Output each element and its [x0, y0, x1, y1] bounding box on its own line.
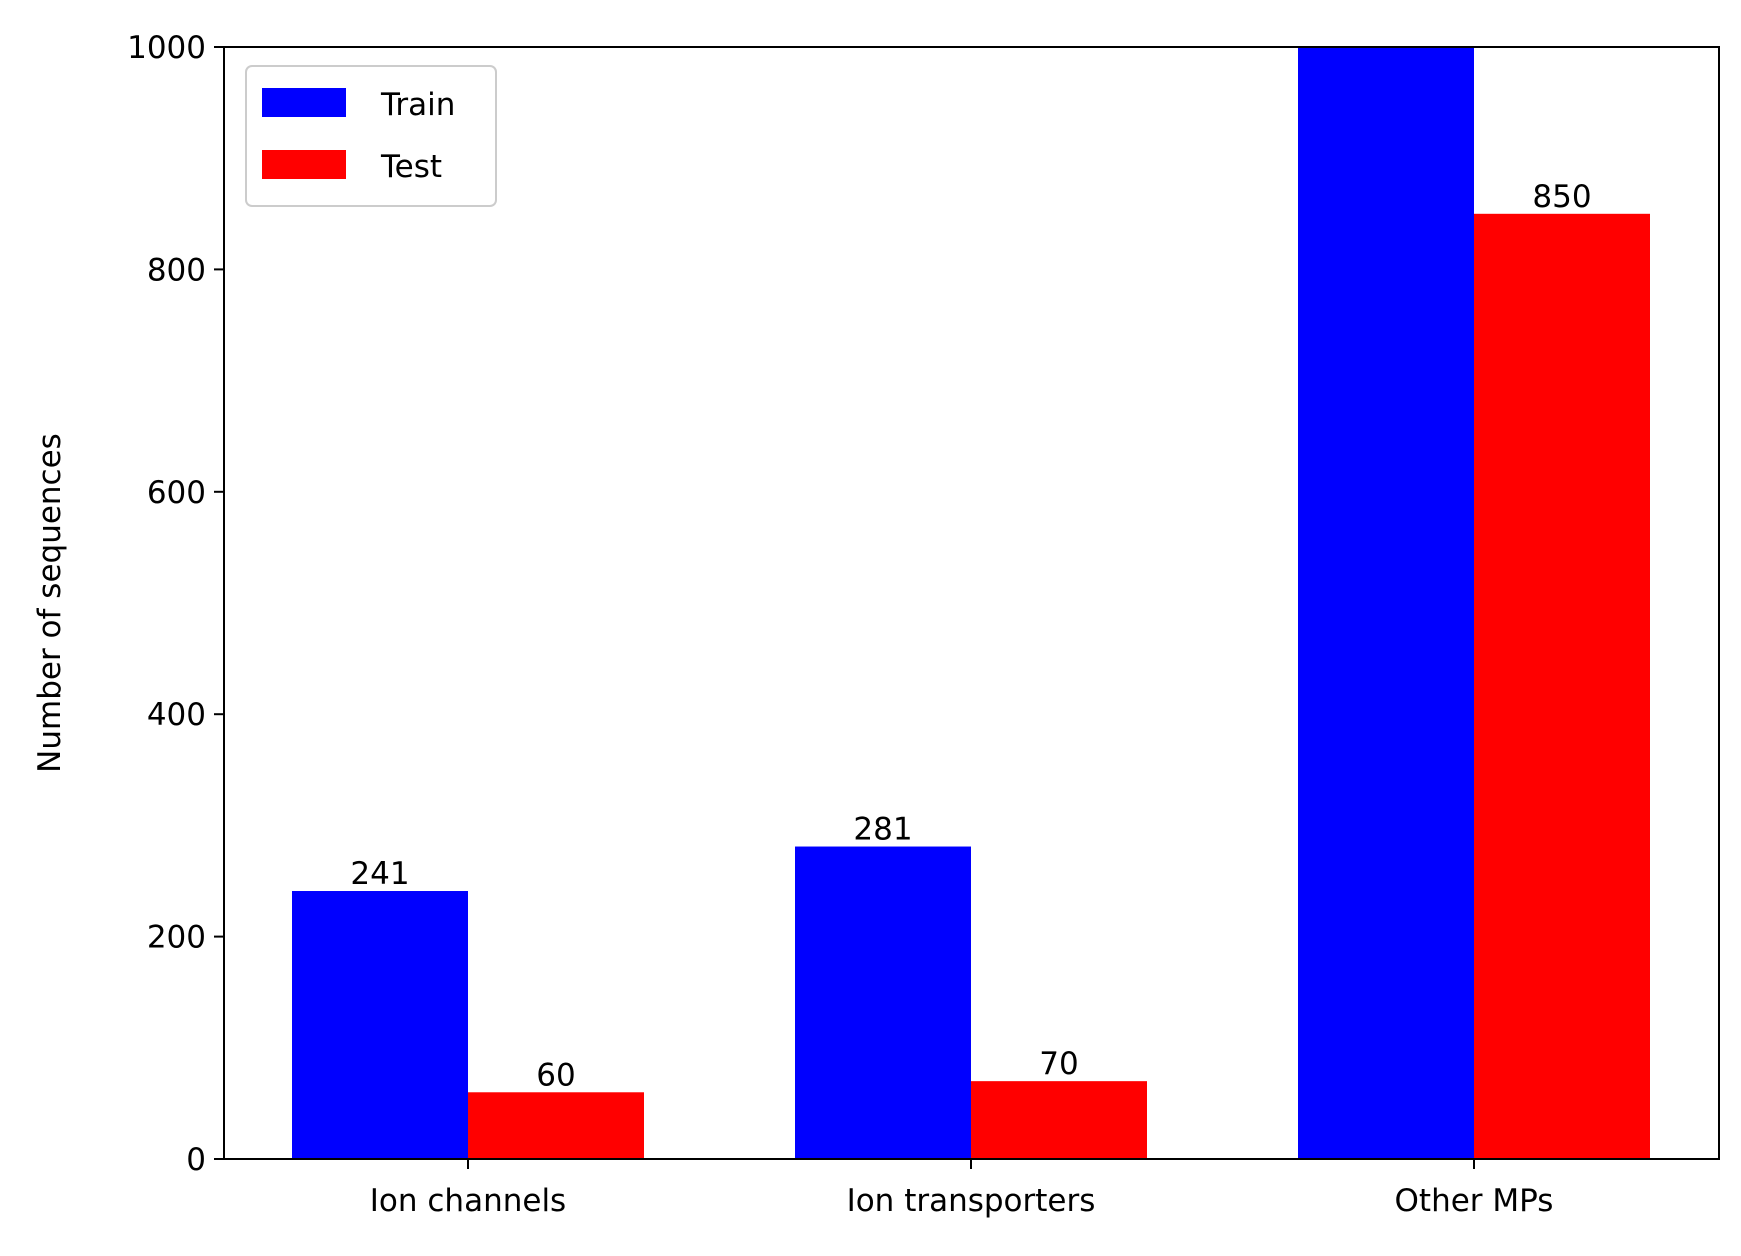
bar-train-other-mps — [1298, 47, 1474, 1159]
legend: Train Test — [245, 65, 497, 207]
legend-box — [245, 65, 497, 207]
bar-test-ion-transporters — [971, 1081, 1147, 1159]
legend-label-test: Test — [380, 149, 442, 185]
bar-value-label: 281 — [853, 812, 912, 848]
bar-value-label: 850 — [1532, 179, 1591, 215]
x-tick-label: Ion transporters — [847, 1183, 1096, 1219]
bar-train-ion-transporters — [795, 846, 971, 1159]
x-tick-label: Ion channels — [370, 1183, 566, 1219]
y-tick-label: 0 — [186, 1142, 206, 1178]
bar-value-label: 60 — [536, 1057, 575, 1093]
x-axis: Ion channels Ion transporters Other MPs — [370, 1159, 1554, 1219]
legend-swatch-test — [262, 150, 346, 179]
bar-value-label: 241 — [350, 856, 409, 892]
legend-swatch-train — [262, 88, 346, 117]
y-axis: 0 200 400 600 800 1000 — [127, 30, 224, 1178]
bar-labels-group: 241 281 60 70 850 — [350, 179, 1591, 1093]
bar-test-other-mps — [1474, 213, 1650, 1160]
y-tick-label: 1000 — [127, 30, 206, 66]
y-axis-label: Number of sequences — [32, 433, 68, 773]
x-tick-label: Other MPs — [1395, 1183, 1554, 1219]
y-tick-label: 800 — [147, 252, 206, 288]
y-tick-label: 600 — [147, 475, 206, 511]
bar-value-label: 70 — [1039, 1046, 1078, 1082]
bar-test-ion-channels — [468, 1092, 644, 1159]
bars-group — [292, 47, 1650, 1160]
y-tick-label: 200 — [147, 920, 206, 956]
y-tick-label: 400 — [147, 697, 206, 733]
bar-train-ion-channels — [292, 891, 468, 1159]
legend-label-train: Train — [380, 87, 455, 123]
